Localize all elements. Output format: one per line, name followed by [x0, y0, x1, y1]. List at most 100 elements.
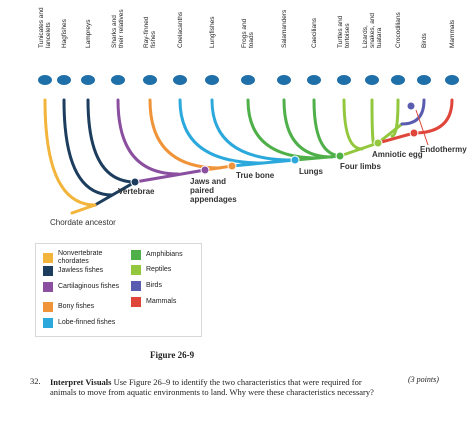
trait-marker	[406, 101, 416, 111]
figure-caption: Figure 26-9	[150, 350, 195, 360]
trait-marker	[409, 128, 419, 138]
animal-icon	[205, 75, 219, 85]
branch	[116, 98, 180, 176]
legend-swatch	[131, 250, 141, 260]
branch	[62, 98, 114, 197]
trait-label: True bone	[236, 171, 275, 180]
branch	[282, 98, 334, 159]
root-label: Chordate ancestor	[50, 218, 116, 227]
question-lead: Interpret Visuals	[50, 377, 112, 387]
legend-swatch	[43, 318, 53, 328]
taxon-label: Lizards, snakes, and tuatara	[361, 12, 383, 48]
trait-marker	[130, 177, 140, 187]
animal-icon	[111, 75, 125, 85]
taxon-label: Birds	[420, 33, 428, 48]
legend-swatch	[43, 282, 53, 292]
taxon-label: Salamanders	[280, 9, 288, 48]
trait-label: Vertebrae	[118, 187, 155, 196]
question: Interpret Visuals Use Figure 26–9 to ide…	[50, 377, 380, 397]
branch	[342, 98, 364, 151]
animal-icon	[417, 75, 431, 85]
animal-icon	[277, 75, 291, 85]
branch	[312, 98, 344, 158]
animal-icon	[173, 75, 187, 85]
legend-label: Jawless fishes	[58, 267, 104, 275]
legend-label: Lobe-finned fishes	[58, 319, 116, 327]
legend-label: Mammals	[146, 298, 177, 306]
animal-icon	[445, 75, 459, 85]
taxon-label: Lungfishes	[208, 16, 216, 48]
legend-item: Nonvertebrate chordates	[43, 250, 123, 265]
legend-swatch	[131, 265, 141, 275]
animal-icon	[307, 75, 321, 85]
legend-item: Jawless fishes	[43, 266, 123, 276]
branch	[43, 98, 97, 207]
question-number: 32.	[30, 376, 41, 386]
branch	[370, 98, 376, 146]
cladogram	[38, 75, 459, 215]
trait-label: Amniotic egg	[372, 150, 423, 159]
legend: Nonvertebrate chordates Jawless fishes Car…	[35, 243, 202, 337]
legend-label: Cartilaginous fishes	[58, 283, 120, 291]
legend-item: Birds	[131, 281, 196, 291]
taxon-label: Tunicates and lancelets	[38, 7, 52, 48]
trait-label: Lungs	[299, 167, 323, 176]
taxon-label: Mammals	[448, 19, 456, 48]
taxon-label: Coelacanths	[176, 11, 184, 48]
legend-item: Cartilaginous fishes	[43, 282, 123, 292]
taxon-label: Caecilians	[310, 18, 318, 48]
trait-marker	[290, 155, 300, 165]
branch	[178, 98, 264, 165]
legend-item: Lobe-finned fishes	[43, 318, 123, 328]
trunk	[93, 180, 137, 207]
legend-item: Mammals	[131, 297, 196, 307]
legend-swatch	[131, 297, 141, 307]
legend-label: Birds	[146, 282, 162, 290]
branch	[412, 98, 454, 135]
taxon-label: Hagfishes	[60, 19, 68, 48]
question-points: (3 points)	[408, 375, 439, 384]
taxon-label: Sharks and their relatives	[111, 9, 125, 48]
animal-icon	[337, 75, 351, 85]
taxon-label: Ray-finned fishes	[143, 16, 157, 48]
trait-marker	[200, 165, 210, 175]
question-text: Use Figure 26–9 to identify the two char…	[50, 377, 374, 397]
legend-item: Reptiles	[131, 265, 196, 275]
animal-icon	[81, 75, 95, 85]
taxon-label: Frogs and toads	[241, 18, 255, 48]
trunk	[133, 168, 207, 184]
animal-icon	[365, 75, 379, 85]
branch	[390, 98, 400, 138]
pointer	[415, 109, 429, 146]
legend-label: Reptiles	[146, 266, 172, 274]
branch	[210, 98, 294, 162]
legend-swatch	[43, 302, 53, 312]
animal-icon	[38, 75, 52, 85]
legend-item: Bony fishes	[43, 302, 123, 312]
legend-item: Amphibians	[131, 250, 196, 260]
branch	[86, 98, 137, 184]
trait-marker	[373, 138, 383, 148]
legend-swatch	[43, 266, 53, 276]
animal-icon	[391, 75, 405, 85]
trunk	[376, 122, 404, 145]
trait-marker	[227, 161, 237, 171]
taxon-label: Lampreys	[84, 19, 92, 48]
legend-label: Amphibians	[146, 251, 183, 259]
trait-label: Endothermy	[420, 145, 467, 154]
legend-swatch	[43, 252, 53, 263]
animal-icon	[241, 75, 255, 85]
taxon-label: Crocodilians	[394, 12, 402, 48]
animal-icon	[143, 75, 157, 85]
branch	[246, 98, 320, 160]
taxon-label: Turtles and tortoises	[337, 15, 351, 48]
trait-label: Four limbs	[340, 162, 381, 171]
branch	[148, 98, 222, 170]
legend-label: Nonvertebrate chordates	[58, 250, 103, 265]
trait-label: Jaws and paired appendages	[190, 177, 237, 204]
animal-icon	[57, 75, 71, 85]
legend-label: Bony fishes	[58, 303, 95, 311]
trait-marker	[335, 151, 345, 161]
legend-swatch	[131, 281, 141, 291]
